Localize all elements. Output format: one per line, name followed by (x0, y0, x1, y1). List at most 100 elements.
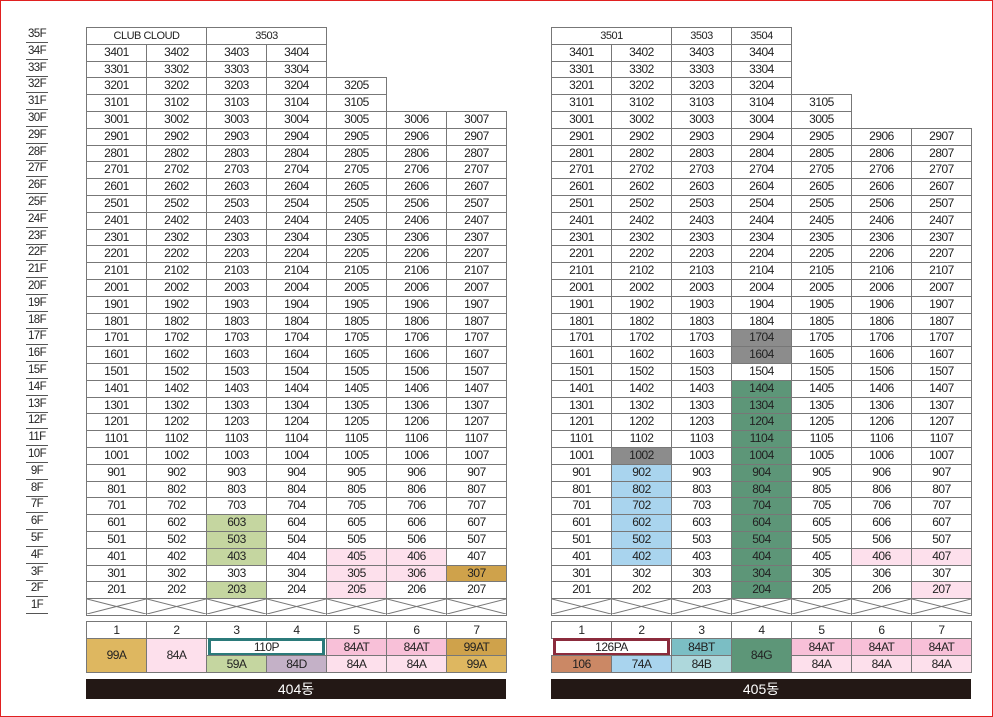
unit-cell: 2506 (386, 195, 447, 213)
unit-cell: 1004 (731, 447, 792, 465)
unit-cell: 2906 (851, 127, 912, 146)
unit-cell: 1601 (551, 346, 612, 364)
unit-cell: 2804 (266, 144, 327, 163)
unit-cell: 2407 (446, 211, 507, 230)
unit-cell: 2601 (86, 178, 147, 196)
unit-cell: 603 (671, 514, 732, 532)
unit-cell: 2204 (731, 245, 792, 264)
unit-cell: 1801 (551, 312, 612, 331)
pilotis-cross-cell (446, 598, 507, 616)
unit-cell: 2204 (266, 245, 327, 264)
unit-cell: 2303 (671, 228, 732, 247)
unit-cell: 2504 (731, 195, 792, 213)
unit-cell: 803 (671, 480, 732, 499)
unit-cell: 305 (326, 564, 387, 583)
unit-cell: 2402 (611, 211, 672, 230)
unit-cell: 805 (326, 480, 387, 499)
unit-cell: 1602 (146, 346, 207, 364)
unit-cell: 907 (911, 463, 972, 482)
unit-cell: 1105 (326, 430, 387, 448)
unit-cell: 3003 (671, 111, 732, 129)
unit-cell: 1306 (386, 396, 447, 415)
unit-cell: 1705 (791, 329, 852, 348)
unit-cell: 2903 (206, 127, 267, 146)
line-number-cell: 6 (386, 621, 447, 639)
unit-cell: 1602 (611, 346, 672, 364)
floor-label: 1F (26, 598, 48, 615)
unit-cell: 404 (266, 547, 327, 566)
unit-cell: 1603 (671, 346, 732, 364)
pilotis-cross-cell (911, 598, 972, 616)
unit-cell: 507 (446, 531, 507, 549)
floor-label: 24F (26, 212, 48, 228)
unit-cell: 3304 (731, 60, 792, 79)
unit-cell: 1805 (326, 312, 387, 331)
unit-cell: 1504 (266, 363, 327, 381)
unit-cell: 603 (206, 514, 267, 532)
unit-cell: 2704 (731, 161, 792, 180)
unit-cell: 205 (326, 581, 387, 600)
floor-label: 2F (26, 581, 48, 598)
unit-cell: 3202 (146, 77, 207, 96)
unit-cell: 1305 (791, 396, 852, 415)
floor-label: 33F (26, 61, 48, 77)
unit-cell: 2901 (86, 127, 147, 146)
unit-cell: 3403 (671, 43, 732, 62)
unit-cell: 2404 (266, 211, 327, 230)
unit-cell: 3102 (146, 94, 207, 112)
unit-cell: 1607 (446, 346, 507, 364)
unit-cell: 2304 (266, 228, 327, 247)
unit-cell: 1102 (146, 430, 207, 448)
unit-cell: 2004 (266, 279, 327, 297)
unit-cell: 2905 (326, 127, 387, 146)
line-number-cell: 2 (146, 621, 207, 639)
floor-label: 9F (26, 464, 48, 480)
unit-cell: 2001 (86, 279, 147, 297)
unit-cell: 2101 (551, 262, 612, 280)
unit-cell: 507 (911, 531, 972, 549)
unit-cell: 1903 (671, 295, 732, 314)
unit-cell: 1104 (731, 430, 792, 448)
unit-cell: 2705 (326, 161, 387, 180)
unit-cell: 1601 (86, 346, 147, 364)
unit-cell: 2305 (326, 228, 387, 247)
unit-cell: 3005 (791, 111, 852, 129)
unit-cell: 2502 (611, 195, 672, 213)
floor-label: 25F (26, 195, 48, 211)
unit-cell: 3205 (326, 77, 387, 96)
unit-cell: 805 (791, 480, 852, 499)
unit-type-cell: 99AT (446, 638, 507, 656)
unit-cell: 1307 (911, 396, 972, 415)
unit-type-cell: 84G (731, 638, 792, 673)
unit-cell: 1407 (446, 379, 507, 398)
unit-cell: 807 (911, 480, 972, 499)
line-number-cell: 7 (911, 621, 972, 639)
unit-cell: 602 (146, 514, 207, 532)
unit-cell: 1502 (611, 363, 672, 381)
building-404-name-banner: 404동 (86, 679, 506, 699)
unit-cell: 904 (266, 463, 327, 482)
floor-label: 28F (26, 145, 48, 161)
unit-cell: 801 (551, 480, 612, 499)
line-number-cell: 5 (326, 621, 387, 639)
unit-cell: 2405 (791, 211, 852, 230)
unit-cell: 602 (611, 514, 672, 532)
unit-cell: 2005 (326, 279, 387, 297)
unit-cell: 2904 (731, 127, 792, 146)
unit-cell: 1201 (86, 413, 147, 432)
unit-cell: 1405 (326, 379, 387, 398)
unit-type-cell: 84D (266, 655, 327, 673)
line-number-cell: 6 (851, 621, 912, 639)
unit-cell: 2001 (551, 279, 612, 297)
unit-cell: 606 (386, 514, 447, 532)
line-number-cell: 3 (206, 621, 267, 639)
unit-cell: 1503 (206, 363, 267, 381)
unit-cell: 1206 (851, 413, 912, 432)
unit-cell: 1504 (731, 363, 792, 381)
unit-cell: 502 (611, 531, 672, 549)
unit-cell: 1106 (386, 430, 447, 448)
unit-cell: 2002 (611, 279, 672, 297)
unit-cell: 504 (731, 531, 792, 549)
unit-cell: 2501 (86, 195, 147, 213)
unit-type-cell: 84B (671, 655, 732, 673)
